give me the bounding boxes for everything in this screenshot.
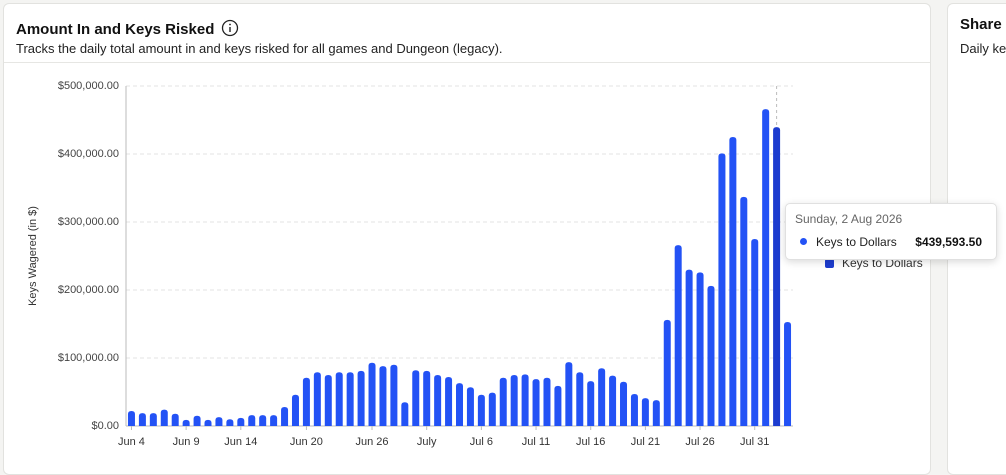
y-tick-label: $0.00	[91, 420, 119, 432]
title-text: Amount In and Keys Risked	[16, 21, 215, 38]
x-tick-label: Jun 20	[290, 436, 323, 448]
bar	[412, 370, 420, 426]
bar	[171, 413, 179, 426]
bar	[718, 153, 726, 426]
bar	[488, 392, 496, 426]
x-tick-label: Jun 9	[173, 436, 200, 448]
bar	[773, 127, 781, 427]
bar	[456, 383, 463, 426]
tooltip: Sunday, 2 Aug 2026 Keys to Dollars $439,…	[785, 203, 997, 260]
x-tick-label: Jun 26	[356, 436, 389, 448]
bar	[193, 415, 201, 426]
bar	[127, 411, 135, 426]
tooltip-series: Keys to Dollars	[816, 235, 897, 249]
y-tick-label: $500,000.00	[58, 80, 119, 92]
bar	[565, 362, 573, 426]
bar	[499, 377, 507, 426]
bar	[368, 362, 376, 426]
bar	[477, 394, 485, 426]
y-tick-label: $200,000.00	[58, 284, 119, 296]
bar	[302, 377, 310, 426]
bar	[729, 137, 737, 426]
x-tick-label: Jul 26	[685, 436, 714, 448]
x-tick-label: Jun 4	[118, 436, 145, 448]
bar	[379, 366, 387, 426]
side-title: Share	[960, 16, 1002, 33]
bar	[630, 394, 638, 426]
bar	[401, 402, 409, 426]
bar	[521, 374, 529, 426]
bar	[641, 398, 649, 426]
bar	[532, 379, 540, 426]
bar	[609, 375, 617, 426]
x-tick-label: July	[417, 436, 437, 448]
bar	[434, 375, 442, 426]
chart: Keys Wagered (in $) $0.00 $100,000.00 $200,…	[27, 80, 923, 448]
bar	[204, 419, 212, 426]
bar	[357, 370, 365, 426]
x-tick-label: Jul 31	[740, 436, 769, 448]
card-title: Amount In and Keys Risked	[16, 16, 239, 38]
bar	[762, 109, 770, 427]
bar	[138, 413, 146, 426]
y-tick-label: $400,000.00	[58, 148, 119, 160]
bar	[751, 239, 759, 426]
x-tick-label: Jul 11	[522, 436, 551, 448]
info-icon[interactable]	[221, 19, 239, 37]
page: Amount In and Keys Risked Tracks the dai…	[3, 3, 1006, 475]
tooltip-value: $439,593.50	[915, 235, 982, 249]
bar	[423, 370, 431, 426]
bar	[248, 415, 256, 426]
bar	[149, 413, 157, 426]
bar	[510, 375, 518, 426]
x-tick-label: Jul 16	[576, 436, 605, 448]
tooltip-date: Sunday, 2 Aug 2026	[795, 212, 903, 226]
bar	[674, 245, 682, 426]
bar	[259, 415, 267, 426]
bar	[226, 419, 234, 426]
bar	[270, 415, 278, 426]
bar	[652, 400, 660, 426]
y-tick-label: $300,000.00	[58, 216, 119, 228]
bar	[390, 364, 398, 426]
y-tick-label: $100,000.00	[58, 352, 119, 364]
bar	[620, 381, 628, 426]
bar	[685, 269, 693, 426]
x-tick-label: Jun 14	[224, 436, 257, 448]
bar	[215, 417, 223, 426]
card-subtitle: Tracks the daily total amount in and key…	[16, 41, 503, 56]
bar	[291, 394, 299, 426]
bar	[466, 387, 474, 426]
bar	[346, 372, 354, 426]
bar	[543, 377, 551, 426]
legend-swatch	[825, 259, 834, 268]
y-axis-label: Keys Wagered (in $)	[27, 206, 39, 306]
bar	[707, 285, 715, 426]
bar	[663, 319, 671, 426]
divider	[4, 62, 930, 63]
bar	[160, 409, 168, 426]
bar	[335, 372, 343, 426]
x-tick-label: Jul 21	[631, 436, 660, 448]
bar	[696, 272, 704, 426]
x-tick-label: Jul 6	[470, 436, 493, 448]
bar	[182, 419, 190, 426]
bar	[445, 377, 453, 426]
bar	[784, 321, 792, 426]
side-subtitle: Daily ke	[960, 41, 1006, 56]
tooltip-swatch	[800, 238, 807, 245]
bar	[554, 385, 562, 426]
bar	[598, 368, 606, 426]
bar	[587, 381, 595, 426]
bar	[237, 417, 245, 426]
bar	[576, 372, 584, 426]
bar	[324, 375, 332, 426]
bar	[313, 372, 321, 426]
bar	[281, 406, 289, 426]
bar	[740, 196, 748, 426]
